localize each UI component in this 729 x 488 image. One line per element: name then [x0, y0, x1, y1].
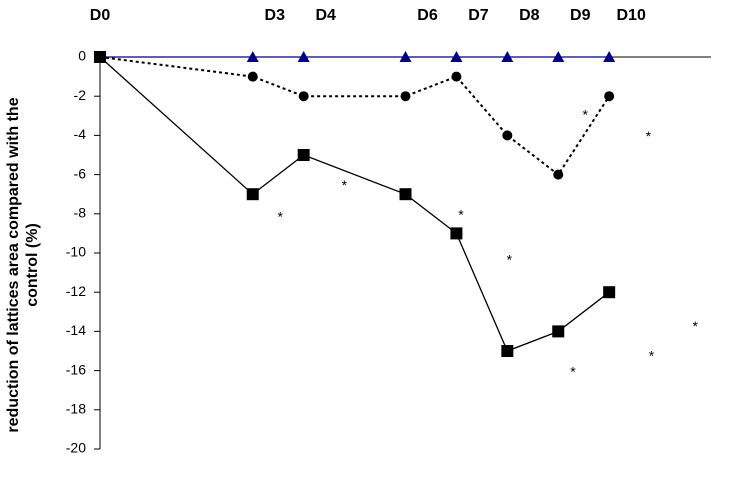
y-tick-label: -14: [66, 322, 86, 338]
y-tick-label: -4: [74, 126, 87, 142]
circle-marker: [502, 130, 513, 141]
x-tick-label: D7: [468, 7, 489, 24]
circle-marker: [553, 169, 564, 180]
annotation: *: [692, 318, 698, 334]
y-axis-title: reduction of lattices area compared with…: [5, 97, 41, 432]
y-axis-title-line: control (%): [24, 223, 41, 307]
triangle-marker: [501, 51, 514, 62]
triangle-marker: [450, 51, 463, 62]
x-tick-label: D4: [315, 7, 336, 24]
triangle-marker: [603, 51, 616, 62]
circle-marker: [451, 71, 462, 82]
triangle-marker: [399, 51, 412, 62]
circle-marker: [604, 91, 615, 102]
x-tick-label: D8: [519, 7, 540, 24]
x-tick-label: D10: [616, 7, 645, 24]
square-marker: [297, 149, 310, 161]
y-tick-label: -18: [66, 401, 86, 417]
circle-marker: [247, 71, 258, 82]
y-tick-label: -8: [74, 205, 87, 221]
circle-marker: [298, 91, 309, 102]
y-tick-label: -10: [66, 244, 86, 260]
square-marker: [399, 188, 412, 201]
annotation: *: [649, 348, 655, 364]
annotation: *: [570, 363, 576, 379]
annotation: *: [342, 177, 348, 193]
y-axis-title-line: reduction of lattices area compared with…: [5, 97, 22, 432]
y-tick-label: -20: [66, 440, 86, 456]
x-tick-label: D6: [417, 7, 438, 24]
square-marker: [501, 345, 514, 357]
x-tick-label: D3: [265, 7, 286, 24]
annotation: *: [646, 128, 652, 144]
square-marker: [603, 286, 616, 299]
series-line: [99, 56, 610, 352]
y-tick-label: -16: [66, 361, 86, 377]
square-marker: [94, 51, 106, 63]
x-tick-label: D0: [90, 7, 111, 24]
triangle-marker: [552, 51, 565, 62]
annotation: *: [458, 206, 464, 222]
circle-marker: [400, 91, 411, 102]
x-tick-label: D9: [570, 7, 591, 24]
square-marker: [450, 227, 463, 240]
annotation: *: [583, 107, 589, 123]
square-marker: [246, 188, 259, 201]
square-marker: [552, 325, 565, 338]
annotation: *: [507, 252, 513, 268]
y-tick-label: 0: [78, 48, 86, 64]
y-tick-label: -12: [66, 283, 86, 299]
series-line: [99, 56, 611, 177]
y-tick-label: -6: [74, 165, 87, 181]
triangle-marker: [246, 51, 259, 62]
annotation: *: [278, 208, 284, 224]
y-tick-label: -2: [74, 87, 87, 103]
triangle-marker: [297, 51, 310, 62]
